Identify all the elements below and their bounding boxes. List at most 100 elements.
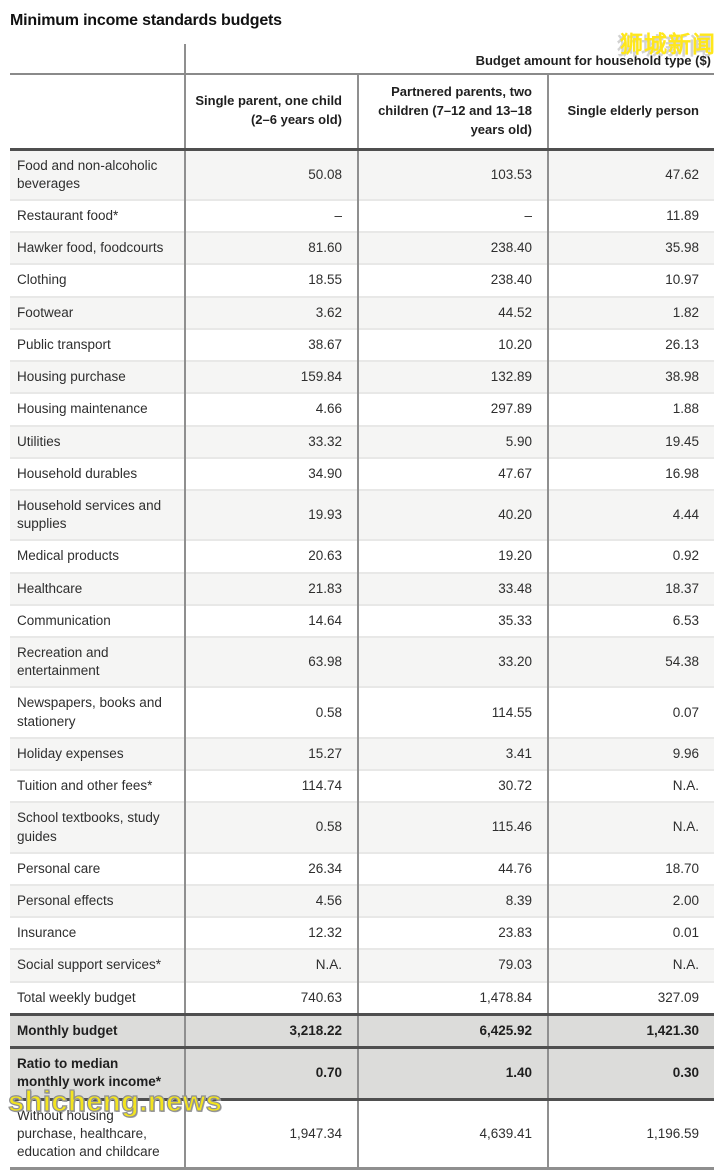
row-label: Household durables bbox=[10, 456, 185, 490]
row-label: Household services and supplies bbox=[10, 488, 185, 541]
cell-value: 47.62 bbox=[547, 148, 714, 200]
cell-value: 114.55 bbox=[357, 686, 548, 738]
row-label: Social support services* bbox=[10, 948, 185, 982]
cell-value: N.A. bbox=[547, 801, 714, 853]
cell-value: 238.40 bbox=[357, 263, 548, 297]
cell-value: 0.58 bbox=[184, 686, 358, 738]
cell-value: 5.90 bbox=[357, 424, 548, 458]
cell-value: 15.27 bbox=[184, 736, 358, 771]
cell-value: 3.62 bbox=[184, 295, 358, 329]
cell-value: 12.32 bbox=[184, 916, 358, 950]
table-row: Recreation and entertainment 63.98 33.20 54… bbox=[10, 636, 714, 688]
row-label: Healthcare bbox=[10, 571, 185, 605]
cell-value: 47.67 bbox=[357, 456, 548, 490]
row-label: Insurance bbox=[10, 916, 185, 950]
row-label: Personal effects bbox=[10, 883, 185, 918]
row-label: Personal care bbox=[10, 851, 185, 885]
cell-value: 0.01 bbox=[547, 916, 714, 950]
cell-value: 9.96 bbox=[547, 736, 714, 771]
table-row: Footwear 3.62 44.52 1.82 bbox=[10, 295, 714, 329]
cell-value: 4.66 bbox=[184, 392, 358, 426]
cell-value: 1,478.84 bbox=[357, 980, 548, 1015]
row-label: Housing purchase bbox=[10, 360, 185, 394]
spanner-row: Budget amount for household type ($) bbox=[10, 44, 714, 75]
table-row: Household services and supplies 19.93 40.2… bbox=[10, 488, 714, 541]
cell-value: 4.56 bbox=[184, 883, 358, 918]
cell-value: 44.76 bbox=[357, 851, 548, 885]
column-header-empty bbox=[10, 74, 185, 151]
cell-value: 4,639.41 bbox=[357, 1097, 548, 1169]
table-row: Holiday expenses 15.27 3.41 9.96 bbox=[10, 736, 714, 771]
cell-value: 34.90 bbox=[184, 456, 358, 490]
cell-value: 19.20 bbox=[357, 539, 548, 573]
row-label: Utilities bbox=[10, 424, 185, 458]
cell-value: 26.13 bbox=[547, 327, 714, 362]
budget-table-body: Food and non-alcoholic beverages 50.08 103… bbox=[10, 148, 714, 1169]
page-title: Minimum income standards budgets bbox=[10, 12, 282, 29]
cell-value: 8.39 bbox=[357, 883, 548, 918]
cell-value: 21.83 bbox=[184, 571, 358, 605]
cell-value: 54.38 bbox=[547, 636, 714, 688]
row-label: Housing maintenance bbox=[10, 392, 185, 426]
cell-value: 103.53 bbox=[357, 148, 548, 200]
cell-value: 115.46 bbox=[357, 801, 548, 853]
cell-value: 38.67 bbox=[184, 327, 358, 362]
column-header-partnered-parents: Partnered parents, two children (7–12 an… bbox=[357, 74, 548, 151]
table-row: Healthcare 21.83 33.48 18.37 bbox=[10, 571, 714, 605]
cell-value: 740.63 bbox=[184, 980, 358, 1015]
cell-value: 35.98 bbox=[547, 231, 714, 265]
table-row: Clothing 18.55 238.40 10.97 bbox=[10, 263, 714, 297]
cell-value: 18.37 bbox=[547, 571, 714, 605]
cell-value: N.A. bbox=[184, 948, 358, 982]
column-header-single-parent: Single parent, one child (2–6 years old) bbox=[184, 74, 358, 151]
row-label: Ratio to median monthly work income* bbox=[10, 1046, 185, 1100]
cell-value: 16.98 bbox=[547, 456, 714, 490]
table-row: Hawker food, foodcourts 81.60 238.40 35.98 bbox=[10, 231, 714, 265]
cell-value: 19.45 bbox=[547, 424, 714, 458]
cell-value: 10.97 bbox=[547, 263, 714, 297]
row-label: Medical products bbox=[10, 539, 185, 573]
cell-value: 1.82 bbox=[547, 295, 714, 329]
cell-value: 1.40 bbox=[357, 1046, 548, 1100]
cell-value: 40.20 bbox=[357, 488, 548, 541]
table-row: Personal effects 4.56 8.39 2.00 bbox=[10, 883, 714, 918]
cell-value: 6.53 bbox=[547, 603, 714, 638]
cell-value: 18.70 bbox=[547, 851, 714, 885]
row-label: Restaurant food* bbox=[10, 198, 185, 233]
cell-value: 63.98 bbox=[184, 636, 358, 688]
cell-value: 327.09 bbox=[547, 980, 714, 1015]
cell-value: N.A. bbox=[547, 769, 714, 803]
row-label: Footwear bbox=[10, 295, 185, 329]
table-row: Food and non-alcoholic beverages 50.08 103… bbox=[10, 148, 714, 200]
row-label: Monthly budget bbox=[10, 1012, 185, 1048]
cell-value: 11.89 bbox=[547, 198, 714, 233]
cell-value: 14.64 bbox=[184, 603, 358, 638]
row-label: Public transport bbox=[10, 327, 185, 362]
cell-value: 50.08 bbox=[184, 148, 358, 200]
table-row: Household durables 34.90 47.67 16.98 bbox=[10, 456, 714, 490]
cell-value: 3.41 bbox=[357, 736, 548, 771]
cell-value: 33.32 bbox=[184, 424, 358, 458]
row-label: Recreation and entertainment bbox=[10, 636, 185, 688]
cell-value: 33.20 bbox=[357, 636, 548, 688]
spanner-empty-cell bbox=[10, 44, 186, 75]
table-row: Personal care 26.34 44.76 18.70 bbox=[10, 851, 714, 885]
column-header-row: Single parent, one child (2–6 years old)… bbox=[10, 74, 714, 151]
cell-value: 238.40 bbox=[357, 231, 548, 265]
column-header-single-elderly: Single elderly person bbox=[547, 74, 714, 151]
row-label: School textbooks, study guides bbox=[10, 801, 185, 853]
table-row: Social support services* N.A. 79.03 N.A. bbox=[10, 948, 714, 982]
cell-value: 3,218.22 bbox=[184, 1012, 358, 1048]
cell-value: 297.89 bbox=[357, 392, 548, 426]
cell-value: 81.60 bbox=[184, 231, 358, 265]
cell-value: 30.72 bbox=[357, 769, 548, 803]
table-row: School textbooks, study guides 0.58 115.46… bbox=[10, 801, 714, 853]
cell-value: 23.83 bbox=[357, 916, 548, 950]
cell-value: 159.84 bbox=[184, 360, 358, 394]
table-row: Newspapers, books and stationery 0.58 114.… bbox=[10, 686, 714, 738]
watermark-sitename-cn: 狮城新闻 bbox=[620, 31, 716, 57]
row-label: Newspapers, books and stationery bbox=[10, 686, 185, 738]
cell-value: 1.88 bbox=[547, 392, 714, 426]
row-label: Tuition and other fees* bbox=[10, 769, 185, 803]
cell-value: 18.55 bbox=[184, 263, 358, 297]
